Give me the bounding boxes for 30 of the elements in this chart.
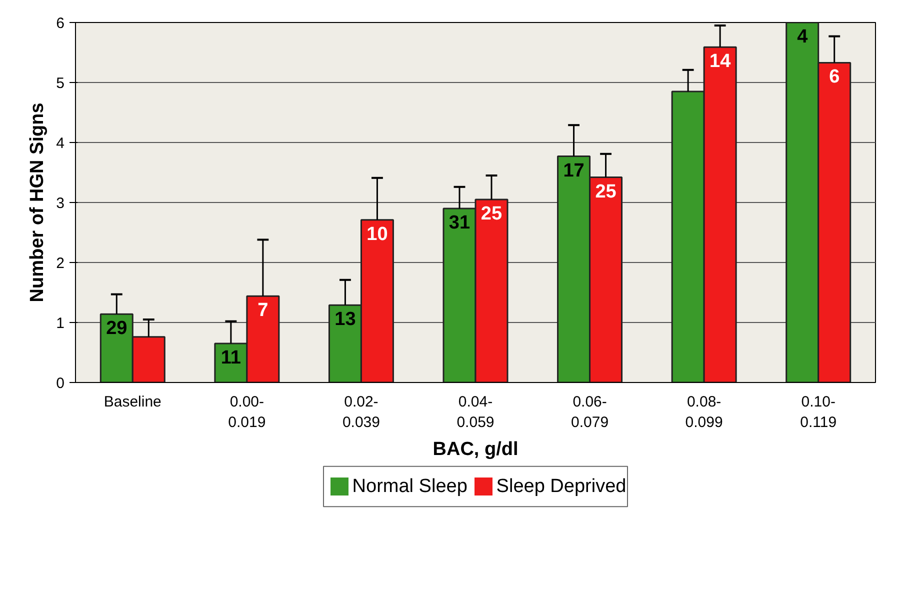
y-tick-label: 4 [56, 135, 64, 152]
y-axis-title: Number of HGN Signs [27, 102, 48, 302]
x-tick-label: 0.06- 0.079 [571, 394, 609, 431]
annotation: 6 [829, 66, 840, 88]
legend-label: Normal Sleep [352, 476, 468, 497]
x-tick-label: 0.10- 0.119 [800, 394, 837, 431]
annotation: 13 [334, 309, 356, 330]
annotation: 31 [448, 212, 470, 234]
y-tick-label: 1 [56, 315, 64, 332]
x-tick-label: 0.04- 0.059 [456, 394, 494, 431]
x-axis-title: BAC, g/dl [432, 438, 518, 460]
legend-label: Sleep Deprived [496, 476, 626, 497]
x-tick-label: Baseline [104, 394, 162, 410]
x-tick-label: 0.08- 0.099 [685, 394, 723, 431]
y-tick-label: 5 [56, 75, 64, 92]
annotation: 25 [595, 181, 617, 202]
y-tick-label: 2 [56, 255, 64, 272]
annotation: 17 [563, 160, 584, 182]
annotation: 7 [258, 300, 268, 322]
annotation: 14 [710, 51, 732, 72]
y-tick-label: 6 [56, 15, 64, 32]
y-tick-label: 3 [56, 195, 64, 212]
annotation: 4 [797, 26, 808, 48]
annotation: 29 [106, 318, 128, 340]
x-tick-label: 0.02- 0.039 [342, 394, 380, 431]
annotation: 11 [220, 348, 242, 368]
y-tick-label: 0 [56, 375, 64, 392]
annotation: 25 [480, 204, 502, 224]
x-tick-label: 0.00- 0.019 [228, 394, 266, 431]
annotation: 10 [366, 224, 388, 245]
